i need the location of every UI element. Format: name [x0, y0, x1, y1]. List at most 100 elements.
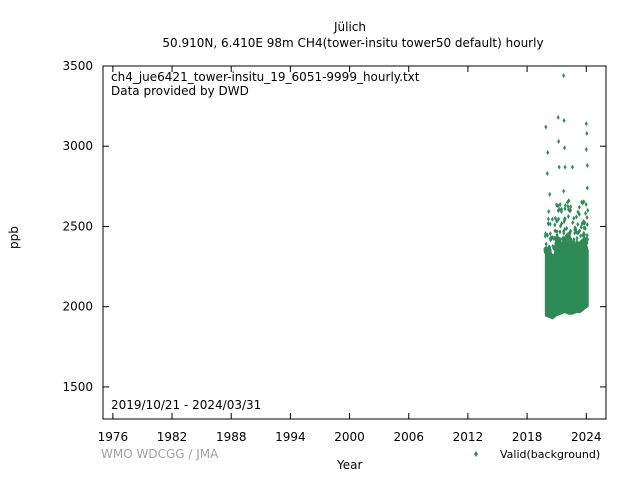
data-point: [571, 220, 575, 226]
data-point: [544, 231, 548, 237]
data-point: [577, 228, 581, 234]
data-point: [573, 241, 577, 247]
data-point: [569, 204, 573, 210]
data-point: [582, 199, 586, 205]
x-axis-ticks: 1976 1982 1988 1994 2000 2006 2012 2018 2024: [98, 66, 602, 444]
data-point: [547, 209, 551, 215]
data-point: [580, 237, 584, 243]
data-point: [575, 235, 579, 241]
data-point: [584, 236, 588, 242]
y-tick-label: 2500: [62, 219, 93, 233]
data-point: [565, 225, 569, 231]
data-point: [584, 146, 588, 152]
data-point: [563, 216, 567, 222]
data-point: [576, 241, 580, 247]
data-point: [562, 228, 566, 234]
x-tick-label: 2018: [512, 430, 543, 444]
data-point: [566, 199, 570, 205]
data-point: [570, 238, 574, 244]
data-point: [546, 221, 550, 227]
data-point: [560, 240, 564, 246]
x-tick-label: 1988: [216, 430, 247, 444]
data-point: [555, 218, 559, 224]
data-point: [557, 216, 561, 222]
data-point: [584, 121, 588, 127]
data-point: [585, 185, 589, 191]
data-point: [556, 203, 560, 209]
data-point: [583, 219, 587, 225]
data-point: [550, 234, 554, 240]
data-point: [556, 235, 560, 241]
data-point: [557, 164, 561, 170]
data-point: [563, 145, 567, 151]
data-point: [573, 227, 577, 233]
data-point: [544, 245, 548, 251]
x-tick-label: 2024: [571, 430, 602, 444]
data-point: [546, 216, 550, 222]
data-point: [581, 233, 585, 239]
y-tick-label: 2000: [62, 300, 93, 314]
x-tick-label: 1976: [98, 430, 129, 444]
data-point: [585, 130, 589, 136]
x-tick-label: 2012: [453, 430, 484, 444]
data-point: [548, 191, 552, 197]
data-point: [574, 214, 578, 220]
provider-label: Data provided by DWD: [111, 84, 249, 98]
credit-label: WMO WDCGG / JMA: [101, 447, 219, 461]
x-axis-label: Year: [337, 458, 363, 472]
data-point: [562, 236, 566, 242]
data-point: [562, 73, 566, 79]
data-point: [553, 228, 557, 234]
legend-label: Valid(background): [500, 448, 601, 461]
data-point: [556, 114, 560, 120]
data-point: [576, 209, 580, 215]
data-point: [565, 233, 569, 239]
data-point: [563, 241, 567, 247]
data-point: [548, 221, 552, 227]
data-point: [563, 206, 567, 212]
data-point: [585, 214, 589, 220]
data-point: [562, 118, 566, 124]
data-point: [579, 233, 583, 239]
x-tick-label: 2006: [393, 430, 424, 444]
data-point: [549, 237, 553, 243]
data-point: [553, 215, 557, 221]
x-tick-label: 2000: [334, 430, 365, 444]
data-point: [544, 124, 548, 130]
chart-title: Jülich: [333, 20, 366, 34]
data-point: [585, 222, 589, 228]
data-point: [570, 164, 574, 170]
data-point: [580, 199, 584, 205]
data-point: [558, 229, 562, 235]
data-point: [560, 221, 564, 227]
data-point: [577, 204, 581, 210]
data-point: [550, 216, 554, 222]
data-point: [585, 162, 589, 168]
y-tick-label: 3000: [62, 139, 93, 153]
data-point: [575, 238, 579, 244]
y-tick-label: 1500: [62, 380, 93, 394]
data-point: [555, 228, 559, 234]
plot-frame: [102, 65, 607, 420]
x-tick-label: 1994: [275, 430, 306, 444]
data-point: [547, 244, 551, 250]
data-point: [586, 207, 590, 213]
data-point: [566, 203, 570, 209]
date-range-label: 2019/10/21 - 2024/03/31: [111, 398, 261, 412]
data-point: [548, 231, 552, 237]
data-point: [551, 243, 555, 249]
data-point: [584, 210, 588, 216]
data-point: [574, 229, 578, 235]
legend-marker: [474, 451, 478, 457]
data-points: [543, 73, 590, 320]
data-point: [576, 221, 580, 227]
data-point: [560, 236, 564, 242]
y-tick-label: 3500: [62, 59, 93, 73]
x-tick-label: 1982: [157, 430, 188, 444]
data-point: [568, 230, 572, 236]
data-point: [556, 208, 560, 214]
data-point: [563, 164, 567, 170]
data-point: [554, 240, 558, 246]
data-point: [546, 150, 550, 156]
